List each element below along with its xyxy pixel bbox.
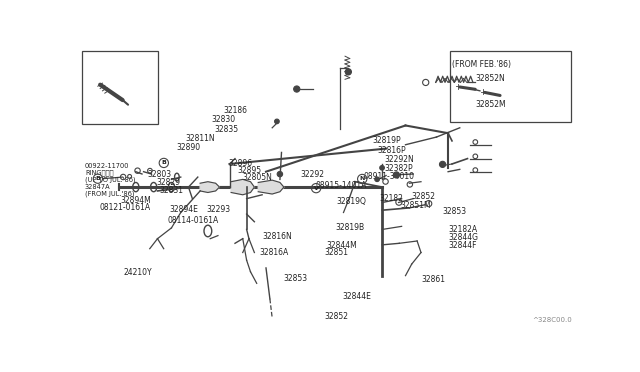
Text: ^328C00.0: ^328C00.0 xyxy=(532,317,572,323)
Text: 32831: 32831 xyxy=(160,186,184,195)
Text: 08915-1401A: 08915-1401A xyxy=(316,181,367,190)
Text: (UP TO JUL.'86): (UP TO JUL.'86) xyxy=(85,177,136,183)
Text: 32844E: 32844E xyxy=(343,292,372,301)
Text: 32844G: 32844G xyxy=(449,232,479,242)
Circle shape xyxy=(125,102,131,107)
Bar xyxy=(83,51,158,124)
Text: 32819P: 32819P xyxy=(372,136,401,145)
Text: 32293: 32293 xyxy=(207,205,230,214)
Polygon shape xyxy=(259,180,284,194)
Polygon shape xyxy=(231,179,254,195)
Text: 08114-0161A: 08114-0161A xyxy=(168,216,219,225)
Text: 08121-0161A: 08121-0161A xyxy=(100,203,151,212)
Text: B: B xyxy=(161,160,166,166)
Text: 32805N: 32805N xyxy=(243,173,273,182)
Text: 32890: 32890 xyxy=(177,143,201,152)
Text: B: B xyxy=(95,176,100,181)
Text: RINGリング: RINGリング xyxy=(85,170,113,176)
Text: 32292: 32292 xyxy=(301,170,324,179)
Text: 32851: 32851 xyxy=(324,248,349,257)
Text: 32816A: 32816A xyxy=(260,248,289,257)
Text: 32816P: 32816P xyxy=(378,145,406,154)
Text: 32894E: 32894E xyxy=(169,205,198,214)
Circle shape xyxy=(440,161,445,167)
Text: 32853: 32853 xyxy=(284,273,307,283)
Text: 32861: 32861 xyxy=(421,275,445,284)
Text: 32853: 32853 xyxy=(442,207,466,216)
Text: 32292N: 32292N xyxy=(384,155,414,164)
Text: 32803: 32803 xyxy=(147,170,171,179)
Circle shape xyxy=(294,86,300,92)
Text: 32896: 32896 xyxy=(229,159,253,168)
Text: 00922-11700: 00922-11700 xyxy=(85,163,129,169)
Circle shape xyxy=(375,177,380,182)
Text: 32382P: 32382P xyxy=(384,164,413,173)
Text: (FROM FEB.'86): (FROM FEB.'86) xyxy=(452,60,511,69)
Text: 32811N: 32811N xyxy=(186,134,215,143)
Polygon shape xyxy=(200,182,220,192)
Text: 32894M: 32894M xyxy=(121,196,152,205)
Circle shape xyxy=(394,172,399,178)
Text: 32830: 32830 xyxy=(211,115,236,124)
Text: 32829: 32829 xyxy=(157,179,181,187)
Text: 32852: 32852 xyxy=(412,192,435,201)
Text: 32851M: 32851M xyxy=(400,201,431,209)
Text: 32844F: 32844F xyxy=(449,241,477,250)
Bar xyxy=(450,51,572,122)
Text: 32852N: 32852N xyxy=(476,74,505,83)
Text: N: N xyxy=(360,176,365,182)
Text: 32816N: 32816N xyxy=(262,232,292,241)
Text: 08911-34010: 08911-34010 xyxy=(364,173,415,182)
Text: 32819B: 32819B xyxy=(335,223,365,232)
Text: 32835: 32835 xyxy=(214,125,238,134)
Text: 32186: 32186 xyxy=(224,106,248,115)
Text: 32182A: 32182A xyxy=(449,225,477,234)
Text: 32182: 32182 xyxy=(379,194,403,203)
Text: 32819Q: 32819Q xyxy=(336,197,366,206)
Text: 24210Y: 24210Y xyxy=(124,268,152,277)
Text: 32895: 32895 xyxy=(237,166,262,174)
Circle shape xyxy=(380,166,385,170)
Text: V: V xyxy=(314,186,319,190)
Circle shape xyxy=(277,171,283,177)
Text: 32852M: 32852M xyxy=(476,100,506,109)
Text: (FROM JUL.'86): (FROM JUL.'86) xyxy=(85,191,134,197)
Text: 32852: 32852 xyxy=(324,312,348,321)
Circle shape xyxy=(275,119,279,124)
Text: 32844M: 32844M xyxy=(326,241,357,250)
Circle shape xyxy=(345,69,351,75)
Text: 32847A: 32847A xyxy=(85,184,111,190)
